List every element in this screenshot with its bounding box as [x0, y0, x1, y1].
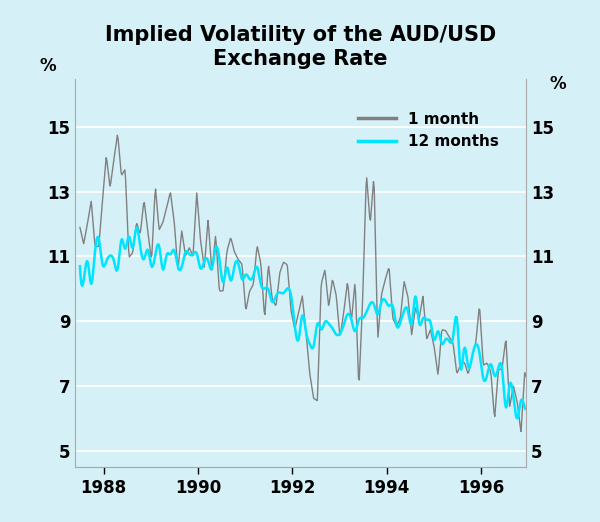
Y-axis label: %: %	[40, 57, 56, 75]
Y-axis label: %: %	[550, 75, 566, 92]
Legend: 1 month, 12 months: 1 month, 12 months	[352, 105, 505, 156]
Title: Implied Volatility of the AUD/USD
Exchange Rate: Implied Volatility of the AUD/USD Exchan…	[105, 26, 496, 68]
